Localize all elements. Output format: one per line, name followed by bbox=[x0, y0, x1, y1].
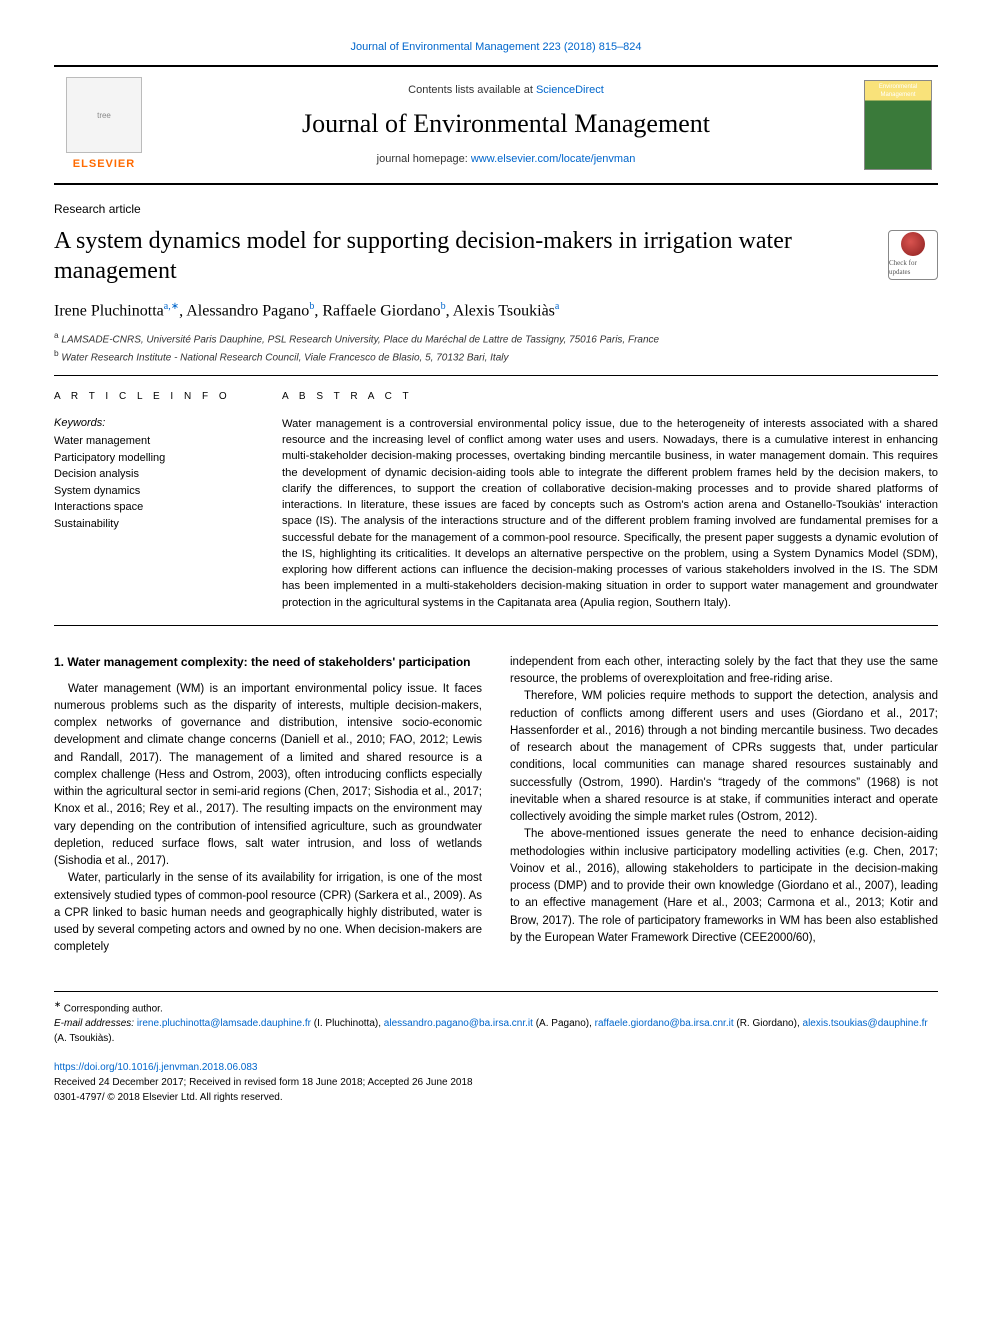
email-who: (A. Tsoukiàs). bbox=[54, 1033, 114, 1044]
keyword: Water management bbox=[54, 433, 254, 450]
corr-label: Corresponding author. bbox=[64, 1003, 163, 1014]
affiliations: a LAMSADE-CNRS, Université Paris Dauphin… bbox=[54, 330, 938, 365]
aff-link[interactable]: b bbox=[441, 301, 446, 312]
history-line: Received 24 December 2017; Received in r… bbox=[54, 1075, 938, 1090]
crossmark-icon bbox=[901, 232, 925, 256]
paragraph: Water, particularly in the sense of its … bbox=[54, 870, 482, 956]
sciencedirect-link[interactable]: ScienceDirect bbox=[536, 84, 604, 96]
body-col-left: 1. Water management complexity: the need… bbox=[54, 654, 482, 957]
author: Alexis Tsoukiàs bbox=[453, 302, 555, 319]
check-updates-badge[interactable]: Check for updates bbox=[888, 230, 938, 280]
title-text: A system dynamics model for supporting d… bbox=[54, 228, 792, 284]
aff-text: Water Research Institute - National Rese… bbox=[61, 352, 508, 363]
paragraph: The above-mentioned issues generate the … bbox=[510, 826, 938, 947]
abstract-text: Water management is a controversial envi… bbox=[282, 416, 938, 611]
updates-label: Check for updates bbox=[889, 259, 937, 277]
keyword: Decision analysis bbox=[54, 466, 254, 483]
email-who: (I. Pluchinotta), bbox=[314, 1018, 381, 1029]
email-link[interactable]: irene.pluchinotta@lamsade.dauphine.fr bbox=[137, 1018, 311, 1029]
body-columns: 1. Water management complexity: the need… bbox=[54, 654, 938, 957]
banner-center: Contents lists available at ScienceDirec… bbox=[154, 83, 858, 168]
page-citation: Journal of Environmental Management 223 … bbox=[54, 40, 938, 55]
email-link[interactable]: alessandro.pagano@ba.irsa.cnr.it bbox=[384, 1018, 533, 1029]
homepage-link[interactable]: www.elsevier.com/locate/jenvman bbox=[471, 153, 635, 165]
homepage-line: journal homepage: www.elsevier.com/locat… bbox=[154, 152, 858, 167]
aff-link[interactable]: a, bbox=[164, 301, 171, 312]
divider bbox=[54, 375, 938, 376]
authors-line: Irene Pluchinottaa,∗, Alessandro Paganob… bbox=[54, 300, 938, 323]
publisher-label: ELSEVIER bbox=[73, 157, 135, 172]
divider bbox=[54, 625, 938, 626]
abstract-heading: A B S T R A C T bbox=[282, 390, 938, 404]
citation-link[interactable]: Journal of Environmental Management 223 … bbox=[350, 41, 641, 53]
author: Irene Pluchinotta bbox=[54, 302, 164, 319]
article-type: Research article bbox=[54, 201, 938, 218]
contents-line: Contents lists available at ScienceDirec… bbox=[154, 83, 858, 98]
email-label: E-mail addresses: bbox=[54, 1018, 134, 1029]
author: Alessandro Pagano bbox=[186, 302, 309, 319]
affiliation: a LAMSADE-CNRS, Université Paris Dauphin… bbox=[54, 330, 938, 347]
affiliation: b Water Research Institute - National Re… bbox=[54, 348, 938, 365]
corr-marker: ∗ bbox=[54, 999, 61, 1009]
aff-text: LAMSADE-CNRS, Université Paris Dauphine,… bbox=[61, 335, 659, 346]
journal-name: Journal of Environmental Management bbox=[154, 106, 858, 142]
keyword: Participatory modelling bbox=[54, 450, 254, 467]
footnotes: ∗ Corresponding author. E-mail addresses… bbox=[54, 991, 938, 1046]
aff-marker: a bbox=[54, 330, 59, 340]
paragraph: independent from each other, interacting… bbox=[510, 654, 938, 689]
journal-banner: tree ELSEVIER Contents lists available a… bbox=[54, 65, 938, 184]
aff-link[interactable]: a bbox=[555, 301, 559, 312]
paragraph: Therefore, WM policies require methods t… bbox=[510, 688, 938, 826]
email-who: (A. Pagano), bbox=[536, 1018, 592, 1029]
publisher-logo-block: tree ELSEVIER bbox=[54, 73, 154, 176]
email-link[interactable]: alexis.tsoukias@dauphine.fr bbox=[803, 1018, 928, 1029]
author: Raffaele Giordano bbox=[322, 302, 440, 319]
keyword: Interactions space bbox=[54, 499, 254, 516]
email-line: E-mail addresses: irene.pluchinotta@lams… bbox=[54, 1016, 938, 1046]
copyright-line: 0301-4797/ © 2018 Elsevier Ltd. All righ… bbox=[54, 1090, 938, 1105]
doi-link[interactable]: https://doi.org/10.1016/j.jenvman.2018.0… bbox=[54, 1062, 257, 1073]
article-info-col: A R T I C L E I N F O Keywords: Water ma… bbox=[54, 390, 254, 611]
info-abstract-row: A R T I C L E I N F O Keywords: Water ma… bbox=[54, 390, 938, 611]
journal-cover-icon: Environmental Management bbox=[864, 80, 932, 170]
body-col-right: independent from each other, interacting… bbox=[510, 654, 938, 957]
abstract-col: A B S T R A C T Water management is a co… bbox=[282, 390, 938, 611]
corresponding-author: ∗ Corresponding author. bbox=[54, 998, 938, 1016]
article-title: A system dynamics model for supporting d… bbox=[54, 226, 938, 286]
homepage-prefix: journal homepage: bbox=[377, 153, 471, 165]
aff-marker: b bbox=[54, 348, 59, 358]
email-who: (R. Giordano), bbox=[736, 1018, 799, 1029]
cover-thumb-wrap: Environmental Management bbox=[858, 75, 938, 175]
aff-link[interactable]: b bbox=[309, 301, 314, 312]
keyword: System dynamics bbox=[54, 483, 254, 500]
keywords-label: Keywords: bbox=[54, 416, 254, 431]
email-link[interactable]: raffaele.giordano@ba.irsa.cnr.it bbox=[595, 1018, 734, 1029]
section-heading: 1. Water management complexity: the need… bbox=[54, 654, 482, 671]
elsevier-tree-icon: tree bbox=[66, 77, 142, 153]
keyword: Sustainability bbox=[54, 516, 254, 533]
doi-block: https://doi.org/10.1016/j.jenvman.2018.0… bbox=[54, 1060, 938, 1105]
paragraph: Water management (WM) is an important en… bbox=[54, 681, 482, 871]
corr-link[interactable]: ∗ bbox=[171, 301, 179, 312]
contents-prefix: Contents lists available at bbox=[408, 84, 536, 96]
article-info-heading: A R T I C L E I N F O bbox=[54, 390, 254, 404]
